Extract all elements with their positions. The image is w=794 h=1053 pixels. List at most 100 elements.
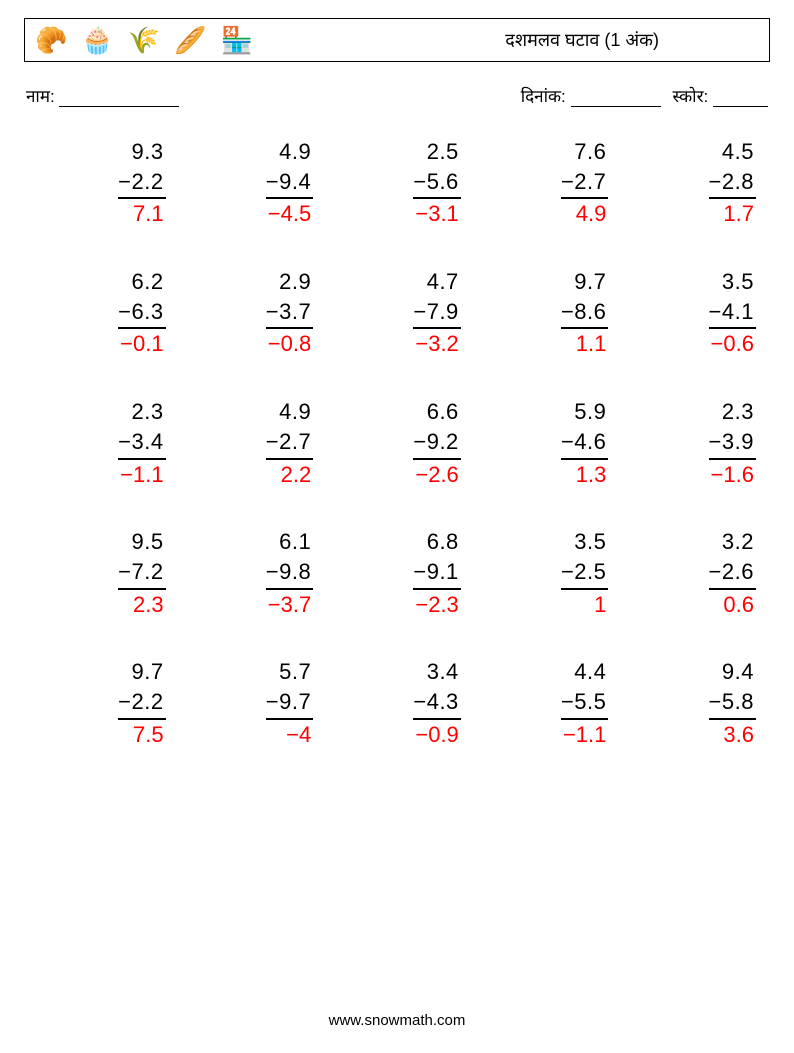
date-label: दिनांक: xyxy=(521,87,566,106)
minuend: 9.4 xyxy=(709,657,756,687)
answer: −3.1 xyxy=(413,199,460,229)
subtrahend: −7.2 xyxy=(118,557,165,590)
minuend: 2.9 xyxy=(266,267,313,297)
answer: −4 xyxy=(266,720,313,750)
meta-row: नाम: दिनांक: स्कोर: xyxy=(26,84,768,107)
minuend: 6.8 xyxy=(413,527,460,557)
answer: 1 xyxy=(561,590,608,620)
subtrahend: −8.6 xyxy=(561,297,608,330)
subtraction-problem: 4.9−2.72.2 xyxy=(186,397,314,489)
minuend: 2.3 xyxy=(118,397,165,427)
answer: 7.5 xyxy=(118,720,165,750)
date-field: दिनांक: xyxy=(521,84,661,107)
subtrahend: −9.7 xyxy=(266,687,313,720)
subtraction-problem: 2.9−3.7−0.8 xyxy=(186,267,314,359)
minuend: 9.7 xyxy=(118,657,165,687)
minuend: 7.6 xyxy=(561,137,608,167)
subtraction-problem: 9.4−5.83.6 xyxy=(628,657,756,749)
date-blank[interactable] xyxy=(571,88,661,107)
subtraction-problem: 9.5−7.22.3 xyxy=(38,527,166,619)
footer-text: www.snowmath.com xyxy=(0,1012,794,1029)
answer: −2.6 xyxy=(413,460,460,490)
subtraction-problem: 5.9−4.61.3 xyxy=(481,397,609,489)
subtraction-problem: 2.3−3.9−1.6 xyxy=(628,397,756,489)
header-icon: 🧁 xyxy=(81,25,113,56)
subtrahend: −2.2 xyxy=(118,167,165,200)
answer: −1.6 xyxy=(709,460,756,490)
answer: 0.6 xyxy=(709,590,756,620)
subtraction-problem: 7.6−2.74.9 xyxy=(481,137,609,229)
answer: −0.9 xyxy=(413,720,460,750)
minuend: 4.7 xyxy=(413,267,460,297)
subtrahend: −5.6 xyxy=(413,167,460,200)
header-icon: 🌾 xyxy=(128,25,160,56)
minuend: 3.2 xyxy=(709,527,756,557)
header-icon: 🥖 xyxy=(174,25,206,56)
answer: 1.3 xyxy=(561,460,608,490)
subtrahend: −4.1 xyxy=(709,297,756,330)
subtraction-problem: 9.7−2.27.5 xyxy=(38,657,166,749)
subtraction-problem: 4.5−2.81.7 xyxy=(628,137,756,229)
subtraction-problem: 2.5−5.6−3.1 xyxy=(333,137,461,229)
answer: −4.5 xyxy=(266,199,313,229)
subtraction-problem: 9.7−8.61.1 xyxy=(481,267,609,359)
minuend: 5.9 xyxy=(561,397,608,427)
subtraction-problem: 4.4−5.5−1.1 xyxy=(481,657,609,749)
subtraction-problem: 6.1−9.8−3.7 xyxy=(186,527,314,619)
subtraction-problem: 4.7−7.9−3.2 xyxy=(333,267,461,359)
answer: 3.6 xyxy=(709,720,756,750)
subtraction-problem: 5.7−9.7−4 xyxy=(186,657,314,749)
subtrahend: −9.1 xyxy=(413,557,460,590)
answer: 7.1 xyxy=(118,199,165,229)
subtrahend: −3.4 xyxy=(118,427,165,460)
minuend: 3.4 xyxy=(413,657,460,687)
answer: −0.6 xyxy=(709,329,756,359)
minuend: 2.3 xyxy=(709,397,756,427)
worksheet-title: दशमलव घटाव (1 अंक) xyxy=(505,28,759,52)
answer: −1.1 xyxy=(561,720,608,750)
minuend: 9.5 xyxy=(118,527,165,557)
subtrahend: −2.2 xyxy=(118,687,165,720)
name-blank[interactable] xyxy=(59,88,179,107)
answer: −3.7 xyxy=(266,590,313,620)
minuend: 5.7 xyxy=(266,657,313,687)
answer: −1.1 xyxy=(118,460,165,490)
problems-grid: 9.3−2.27.14.9−9.4−4.52.5−5.6−3.17.6−2.74… xyxy=(24,137,770,749)
answer: −0.8 xyxy=(266,329,313,359)
minuend: 4.4 xyxy=(561,657,608,687)
subtrahend: −4.6 xyxy=(561,427,608,460)
subtraction-problem: 6.8−9.1−2.3 xyxy=(333,527,461,619)
subtrahend: −2.5 xyxy=(561,557,608,590)
subtrahend: −5.5 xyxy=(561,687,608,720)
subtraction-problem: 4.9−9.4−4.5 xyxy=(186,137,314,229)
answer: 1.7 xyxy=(709,199,756,229)
subtrahend: −2.6 xyxy=(709,557,756,590)
subtrahend: −2.7 xyxy=(266,427,313,460)
answer: −2.3 xyxy=(413,590,460,620)
minuend: 4.5 xyxy=(709,137,756,167)
minuend: 6.6 xyxy=(413,397,460,427)
minuend: 3.5 xyxy=(709,267,756,297)
answer: 4.9 xyxy=(561,199,608,229)
minuend: 6.2 xyxy=(118,267,165,297)
header-icon: 🏪 xyxy=(221,25,253,56)
minuend: 6.1 xyxy=(266,527,313,557)
header-icons: 🥐 🧁 🌾 🥖 🏪 xyxy=(35,25,253,56)
subtrahend: −4.3 xyxy=(413,687,460,720)
subtrahend: −3.7 xyxy=(266,297,313,330)
header-icon: 🥐 xyxy=(35,25,67,56)
subtrahend: −9.4 xyxy=(266,167,313,200)
score-label: स्कोर: xyxy=(673,87,709,106)
score-blank[interactable] xyxy=(713,88,768,107)
minuend: 9.3 xyxy=(118,137,165,167)
subtraction-problem: 6.6−9.2−2.6 xyxy=(333,397,461,489)
subtraction-problem: 3.5−4.1−0.6 xyxy=(628,267,756,359)
subtraction-problem: 3.5−2.51 xyxy=(481,527,609,619)
minuend: 4.9 xyxy=(266,397,313,427)
subtrahend: −6.3 xyxy=(118,297,165,330)
subtraction-problem: 2.3−3.4−1.1 xyxy=(38,397,166,489)
subtraction-problem: 9.3−2.27.1 xyxy=(38,137,166,229)
name-label: नाम: xyxy=(26,87,55,106)
minuend: 9.7 xyxy=(561,267,608,297)
title-bar: 🥐 🧁 🌾 🥖 🏪 दशमलव घटाव (1 अंक) xyxy=(24,18,770,62)
